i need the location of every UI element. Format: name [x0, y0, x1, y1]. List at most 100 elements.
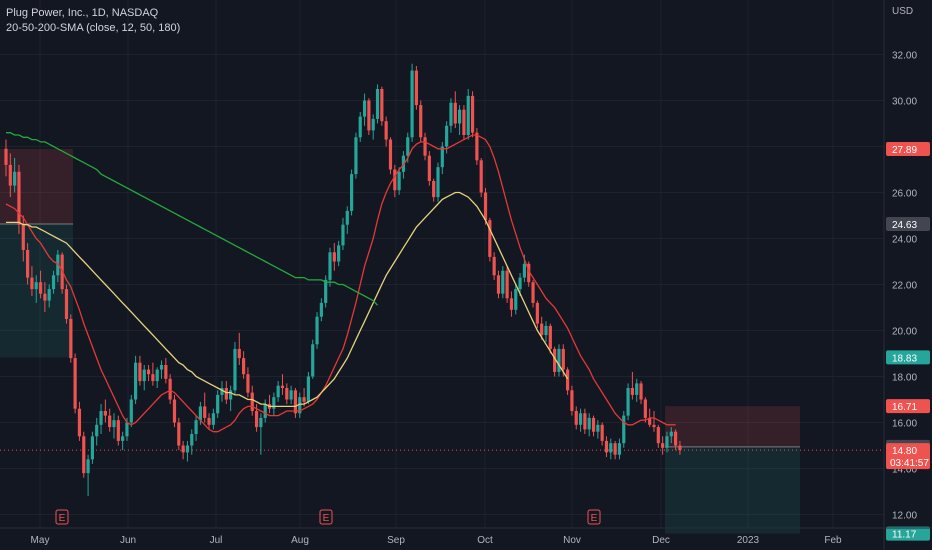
candle-body: [181, 445, 185, 453]
candle-body: [73, 358, 77, 409]
y-tick-label: 18.00: [892, 373, 917, 384]
candle-body: [553, 348, 557, 372]
candle-body: [643, 399, 647, 418]
candle-body: [505, 270, 509, 299]
price-axis: 32.0030.0028.0026.0024.0022.0020.0018.00…: [883, 0, 930, 550]
candle-body: [229, 390, 233, 400]
earnings-badge: [319, 509, 333, 525]
candle-body: [566, 369, 570, 391]
candle-body: [211, 413, 215, 425]
candle-body: [64, 289, 69, 319]
candle-body: [531, 282, 535, 303]
candle-body: [406, 137, 410, 156]
candle-body: [190, 434, 194, 446]
candle-body: [82, 436, 86, 474]
indicator-title[interactable]: 20-50-200-SMA (close, 12, 50, 180): [6, 22, 181, 34]
candle-body: [462, 109, 466, 135]
price-badge: 18.83: [886, 350, 930, 365]
candle-body: [544, 325, 548, 336]
candle-body: [458, 109, 462, 124]
earnings-marker[interactable]: E: [319, 509, 333, 525]
candle-body: [34, 282, 38, 290]
candle-body: [540, 323, 544, 336]
candle-body: [216, 394, 220, 414]
earnings-label: E: [323, 513, 330, 524]
candle-body: [159, 365, 164, 370]
candle-body: [328, 252, 332, 280]
countdown-label: 03:41:57: [890, 458, 929, 469]
candle-body: [656, 427, 660, 444]
price-badge: 24.63: [886, 217, 930, 232]
candle-body: [26, 250, 30, 278]
candle-body: [626, 388, 630, 416]
candle-body: [574, 411, 578, 425]
candle-body: [13, 171, 17, 186]
candle-body: [609, 443, 613, 453]
sma-50-line: [6, 191, 569, 408]
earnings-label: E: [59, 513, 66, 524]
price-badge-label: 16.71: [892, 402, 917, 413]
candle-body: [496, 275, 501, 294]
legend: Plug Power, Inc., 1D, NASDAQ 20-50-200-S…: [6, 6, 180, 36]
candle-body: [293, 390, 298, 414]
candle-body: [600, 424, 604, 441]
candle-body: [410, 70, 414, 138]
candle-body: [432, 181, 436, 198]
candle-body: [95, 424, 99, 437]
candle-body: [289, 390, 293, 400]
candle-body: [285, 388, 289, 400]
price-badge-bg: [886, 399, 930, 414]
candle-body: [21, 224, 25, 250]
candle-body: [4, 148, 8, 165]
candle-body: [488, 220, 492, 257]
candle-body: [375, 89, 380, 119]
x-tick-label: Aug: [291, 535, 309, 546]
candle-body: [613, 443, 617, 455]
price-badge-label: 11.17: [892, 530, 917, 541]
y-tick-label: 24.00: [892, 235, 917, 246]
candle-body: [311, 344, 315, 377]
earnings-marker[interactable]: E: [55, 509, 69, 525]
candle-body: [419, 105, 423, 138]
candle-body: [354, 137, 358, 175]
symbol-title[interactable]: Plug Power, Inc., 1D, NASDAQ: [6, 7, 159, 19]
candle-body: [436, 167, 440, 198]
candle-body: [596, 424, 600, 432]
candle-body: [475, 132, 479, 161]
candle-body: [453, 102, 457, 124]
candle-body: [648, 417, 652, 425]
x-tick-label: Sep: [387, 535, 405, 546]
candle-body: [665, 436, 669, 448]
candle-body: [138, 362, 142, 382]
candle-body: [155, 369, 159, 382]
candle-body: [125, 422, 129, 437]
candle-body: [259, 417, 263, 428]
candle-body: [587, 417, 591, 430]
x-tick-label: Jun: [120, 535, 136, 546]
candle-body: [492, 256, 496, 276]
candle-body: [470, 95, 475, 133]
candle-body: [108, 415, 112, 428]
candle-body: [479, 160, 483, 193]
candle-body: [388, 139, 393, 170]
candle-body: [134, 362, 138, 400]
candle-body: [302, 397, 306, 402]
position-zone-loss: [0, 149, 73, 225]
candle-body: [466, 95, 470, 135]
earnings-marker[interactable]: E: [587, 509, 601, 525]
x-tick-label: Dec: [652, 535, 670, 546]
candle-body: [172, 399, 177, 423]
price-badge-label: 18.83: [892, 353, 917, 364]
candle-body: [116, 420, 120, 441]
candle-body: [483, 192, 488, 221]
candle-body: [315, 316, 319, 345]
x-tick-label: May: [31, 535, 50, 546]
candle-body: [674, 431, 678, 446]
candle-body: [414, 70, 418, 106]
candle-body: [51, 275, 56, 290]
candle-body: [661, 443, 665, 448]
y-tick-label: 22.00: [892, 281, 917, 292]
